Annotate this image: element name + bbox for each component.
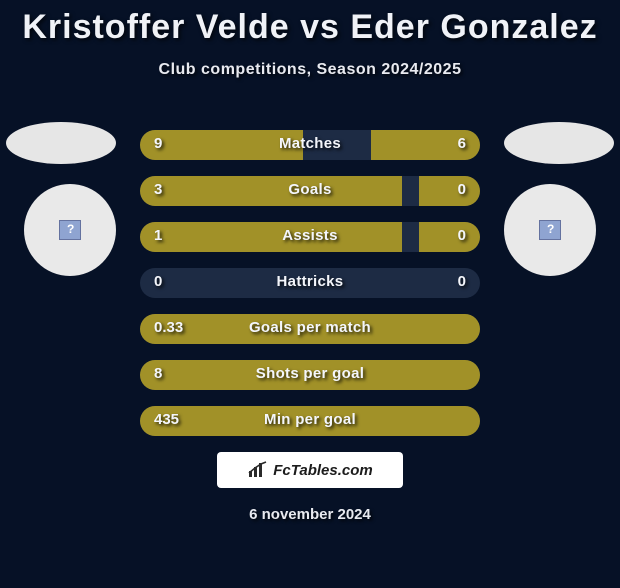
stat-label: Matches [140,135,480,152]
placeholder-icon [59,220,81,240]
stat-label: Goals [140,181,480,198]
stat-row: 10Assists [140,222,480,252]
stat-row: 8Shots per goal [140,360,480,390]
page-title: Kristoffer Velde vs Eder Gonzalez [0,8,620,47]
stats-bars: 96Matches 30Goals 10Assists 00Hattricks 0.33… [140,130,480,452]
stat-label: Min per goal [140,411,480,428]
stat-label: Hattricks [140,273,480,290]
stat-row: 00Hattricks [140,268,480,298]
page-subtitle: Club competitions, Season 2024/2025 [0,61,620,79]
fctables-logo: FcTables.com [217,452,403,488]
chart-icon [247,461,269,479]
stat-row: 435Min per goal [140,406,480,436]
player-flag-right [504,122,614,164]
stat-label: Assists [140,227,480,244]
stat-row: 30Goals [140,176,480,206]
stat-label: Shots per goal [140,365,480,382]
player-flag-left [6,122,116,164]
placeholder-icon [539,220,561,240]
stat-label: Goals per match [140,319,480,336]
date-label: 6 november 2024 [0,506,620,523]
player-photo-right [504,184,596,276]
stat-row: 96Matches [140,130,480,160]
stat-row: 0.33Goals per match [140,314,480,344]
logo-text: FcTables.com [273,462,372,479]
player-photo-left [24,184,116,276]
